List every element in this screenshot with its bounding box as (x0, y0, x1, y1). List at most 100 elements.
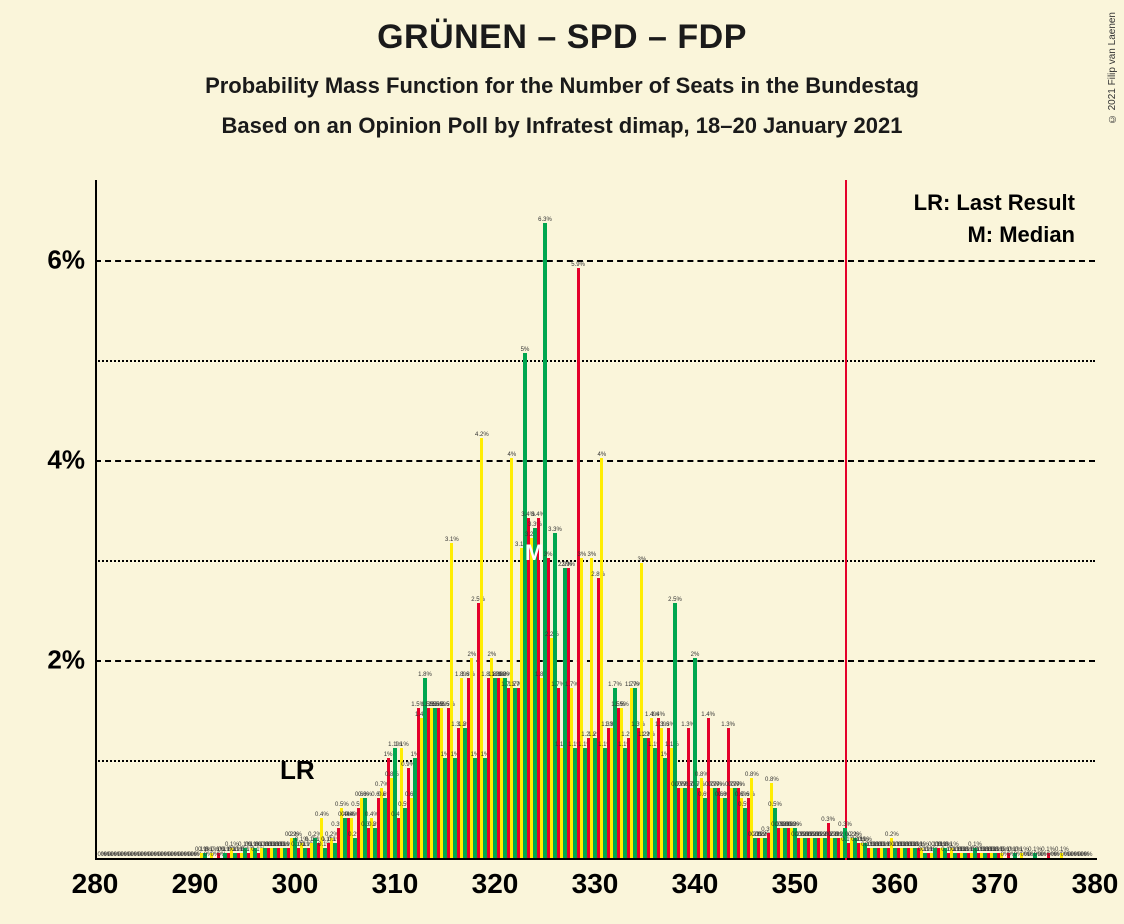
bar (787, 828, 790, 858)
x-tick-label: 300 (272, 868, 319, 900)
bar (497, 678, 500, 858)
bar-value-label: 0.5% (768, 802, 782, 808)
bar (367, 828, 370, 858)
bar (997, 853, 1000, 858)
bar (527, 518, 530, 858)
bar (437, 708, 440, 858)
gridline-minor (95, 360, 1095, 362)
bar-value-label: 0.3% (838, 822, 852, 828)
bar (677, 788, 680, 858)
bar-value-label: 0.7% (711, 782, 725, 788)
bar (247, 853, 250, 858)
bar (867, 848, 870, 858)
bar (857, 843, 860, 858)
bar (837, 838, 840, 858)
bar (957, 853, 960, 858)
bar (557, 688, 560, 858)
bar (507, 688, 510, 858)
bar-value-label: 6.3% (538, 217, 552, 223)
bar-value-label: 0.8% (765, 777, 779, 783)
bar (987, 853, 990, 858)
copyright-text: © 2021 Filip van Laenen (1107, 12, 1118, 124)
bar (597, 578, 600, 858)
bar-value-label: 0.7% (731, 782, 745, 788)
bar (687, 728, 690, 858)
bar-value-label: 1.1% (395, 742, 409, 748)
bar (307, 848, 310, 858)
bar (727, 728, 730, 858)
bar (337, 828, 340, 858)
bar (347, 818, 350, 858)
y-tick-label: 4% (47, 445, 85, 476)
bar (657, 718, 660, 858)
bar-value-label: 0.3% (821, 817, 835, 823)
bar (907, 848, 910, 858)
bar (417, 708, 420, 858)
gridline-minor (95, 560, 1095, 562)
bar-value-label: 0.2% (885, 832, 899, 838)
majority-line (845, 180, 847, 860)
bar (397, 818, 400, 858)
bar (847, 843, 850, 858)
bar-value-label: 1.7% (608, 682, 622, 688)
x-tick-label: 380 (1072, 868, 1119, 900)
bar (747, 798, 750, 858)
x-axis (95, 858, 1097, 860)
median-marker: M (525, 540, 543, 566)
chart-subtitle-2: Based on an Opinion Poll by Infratest di… (0, 113, 1124, 139)
chart-title: GRÜNEN – SPD – FDP (0, 18, 1124, 57)
bar (607, 728, 610, 858)
bar-value-label: 2% (488, 652, 497, 658)
bar-value-label: 5.9% (571, 262, 585, 268)
x-tick-label: 360 (872, 868, 919, 900)
gridline-major (95, 260, 1095, 262)
bar-value-label: 3.3% (528, 522, 542, 528)
bar-value-label: 0.4% (315, 812, 329, 818)
x-tick-label: 320 (472, 868, 519, 900)
bar (377, 798, 380, 858)
bar (537, 518, 540, 858)
bar (887, 848, 890, 858)
x-tick-label: 280 (72, 868, 119, 900)
bar (767, 833, 770, 858)
bar (717, 788, 720, 858)
bar-value-label: 1.1% (665, 742, 679, 748)
bar-value-label: 0.8% (745, 772, 759, 778)
y-tick-label: 6% (47, 245, 85, 276)
lr-marker: LR (280, 755, 315, 786)
x-tick-label: 290 (172, 868, 219, 900)
chart-subtitle-1: Probability Mass Function for the Number… (0, 73, 1124, 99)
bar (967, 853, 970, 858)
bar (447, 708, 450, 858)
bar (267, 848, 270, 858)
bar (617, 708, 620, 858)
bar-value-label: 1.4% (651, 712, 665, 718)
bar (287, 848, 290, 858)
bar (827, 823, 830, 858)
x-tick-label: 340 (672, 868, 719, 900)
bar (517, 688, 520, 858)
bar (567, 568, 570, 858)
bar (427, 708, 430, 858)
bar-value-label: 3% (544, 552, 553, 558)
bar-value-label: 3% (588, 552, 597, 558)
bar (897, 848, 900, 858)
x-tick-label: 310 (372, 868, 419, 900)
bar (357, 808, 360, 858)
bar-value-label: 0.6% (358, 792, 372, 798)
bar-value-label: 3.3% (548, 527, 562, 533)
bar (407, 768, 410, 858)
gridline-major (95, 660, 1095, 662)
y-axis (95, 180, 97, 860)
bar (627, 738, 630, 858)
y-tick-label: 2% (47, 645, 85, 676)
bar (757, 838, 760, 858)
chart-area: LR: Last Result M: Median 2%4%6%28029030… (95, 180, 1095, 860)
bar (477, 603, 480, 858)
bar-value-label: 3.1% (445, 537, 459, 543)
gridline-major (95, 460, 1095, 462)
x-tick-label: 350 (772, 868, 819, 900)
bar (927, 853, 930, 858)
bar (547, 558, 550, 858)
bar (877, 848, 880, 858)
